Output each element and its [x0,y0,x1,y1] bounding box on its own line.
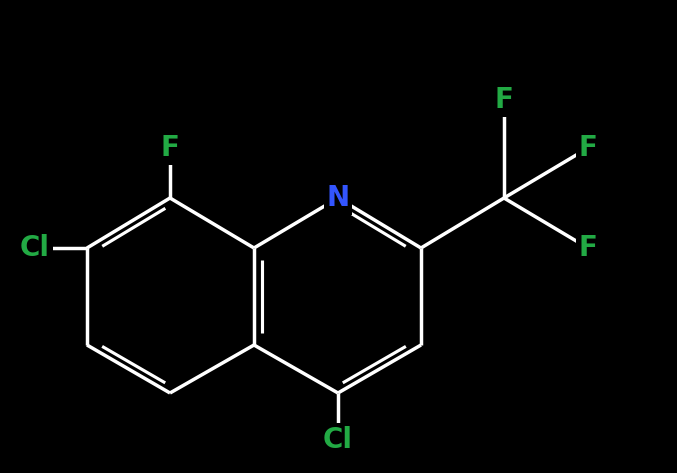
Text: N: N [326,184,349,212]
Text: F: F [495,86,513,114]
Text: Cl: Cl [20,234,50,262]
Text: F: F [579,234,597,262]
Text: Cl: Cl [323,426,353,454]
Text: F: F [579,134,597,162]
Text: F: F [160,134,179,162]
